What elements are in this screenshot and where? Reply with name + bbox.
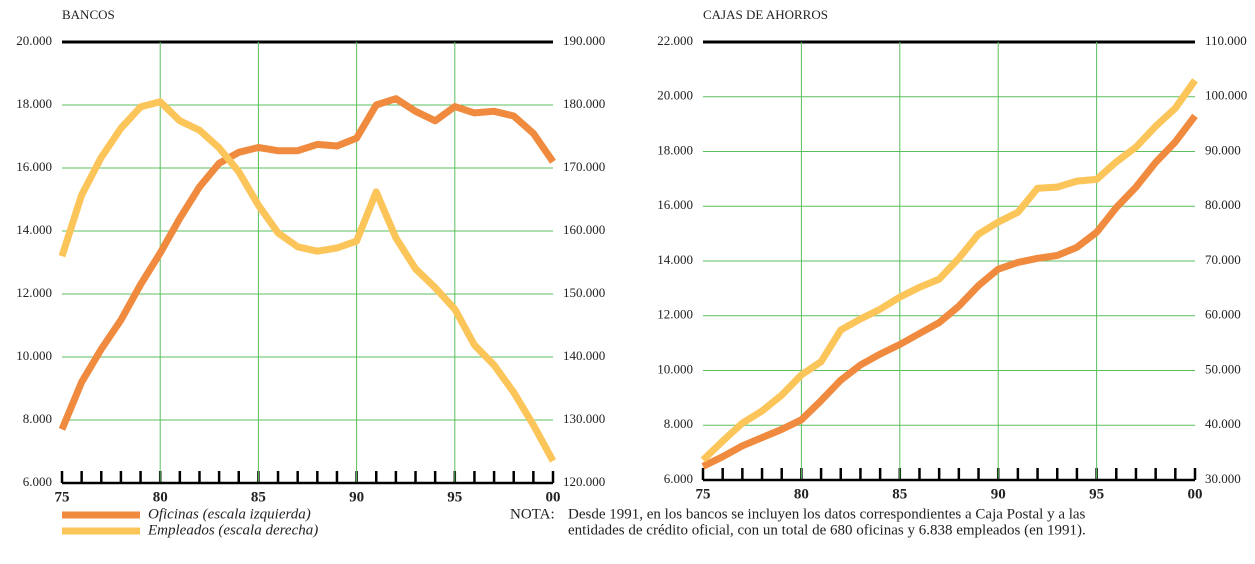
y-tick-label: 22.000: [657, 33, 693, 48]
x-tick-label: 00: [546, 489, 561, 505]
y-tick-label: 12.000: [16, 285, 52, 300]
y2-tick-label: 100.000: [1205, 88, 1247, 103]
y-tick-label: 12.000: [657, 307, 693, 322]
y-tick-label: 14.000: [16, 222, 52, 237]
y-tick-label: 18.000: [657, 142, 693, 157]
y2-tick-label: 180.000: [563, 96, 605, 111]
y2-tick-label: 110.000: [1205, 33, 1247, 48]
x-tick-label: 95: [1089, 486, 1104, 502]
y2-tick-label: 50.000: [1205, 361, 1241, 376]
y-tick-label: 10.000: [16, 348, 52, 363]
x-tick-label: 75: [696, 486, 711, 502]
y-tick-label: 6.000: [664, 471, 693, 486]
note-line: Desde 1991, en los bancos se incluyen lo…: [568, 506, 1086, 522]
y2-tick-label: 70.000: [1205, 252, 1241, 267]
y-tick-label: 18.000: [16, 96, 52, 111]
legend-label: Empleados (escala derecha): [147, 522, 318, 538]
note-label: NOTA:: [510, 506, 555, 522]
chart-title: CAJAS DE AHORROS: [703, 7, 828, 22]
y2-tick-label: 90.000: [1205, 142, 1241, 157]
y2-tick-label: 140.000: [563, 348, 605, 363]
x-tick-label: 00: [1188, 486, 1203, 502]
y2-tick-label: 40.000: [1205, 416, 1241, 431]
y-tick-label: 20.000: [657, 88, 693, 103]
y2-tick-label: 30.000: [1205, 471, 1241, 486]
x-tick-label: 80: [794, 486, 809, 502]
x-tick-label: 85: [892, 486, 907, 502]
series-line: [701, 113, 1198, 470]
y-tick-label: 20.000: [16, 33, 52, 48]
series-line: [58, 98, 557, 463]
y-tick-label: 14.000: [657, 252, 693, 267]
y-tick-label: 8.000: [664, 416, 693, 431]
y2-tick-label: 170.000: [563, 159, 605, 174]
y2-tick-label: 60.000: [1205, 307, 1241, 322]
y2-tick-label: 190.000: [563, 33, 605, 48]
y2-tick-label: 120.000: [563, 474, 605, 489]
x-tick-label: 90: [991, 486, 1006, 502]
y-tick-label: 8.000: [23, 411, 52, 426]
chart-title: BANCOS: [62, 7, 115, 22]
y2-tick-label: 150.000: [563, 285, 605, 300]
series-line: [700, 78, 1198, 463]
x-tick-label: 95: [447, 489, 462, 505]
y-tick-label: 10.000: [657, 361, 693, 376]
y-tick-label: 16.000: [16, 159, 52, 174]
y2-tick-label: 130.000: [563, 411, 605, 426]
note-line: entidades de crédito oficial, con un tot…: [568, 522, 1086, 538]
x-tick-label: 80: [153, 489, 168, 505]
series-line: [58, 95, 556, 431]
y2-tick-label: 80.000: [1205, 197, 1241, 212]
y-tick-label: 16.000: [657, 197, 693, 212]
x-tick-label: 85: [251, 489, 266, 505]
x-tick-label: 75: [55, 489, 70, 505]
x-tick-label: 90: [349, 489, 364, 505]
legend-label: Oficinas (escala izquierda): [148, 506, 311, 522]
y-tick-label: 6.000: [23, 474, 52, 489]
y2-tick-label: 160.000: [563, 222, 605, 237]
